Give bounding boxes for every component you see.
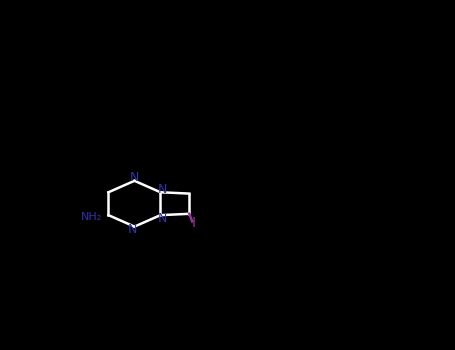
Text: N: N: [157, 182, 167, 196]
Text: NH₂: NH₂: [81, 211, 102, 222]
Text: N: N: [128, 223, 137, 236]
Text: N: N: [157, 212, 167, 225]
Text: N: N: [130, 171, 139, 184]
Text: I: I: [192, 216, 196, 230]
